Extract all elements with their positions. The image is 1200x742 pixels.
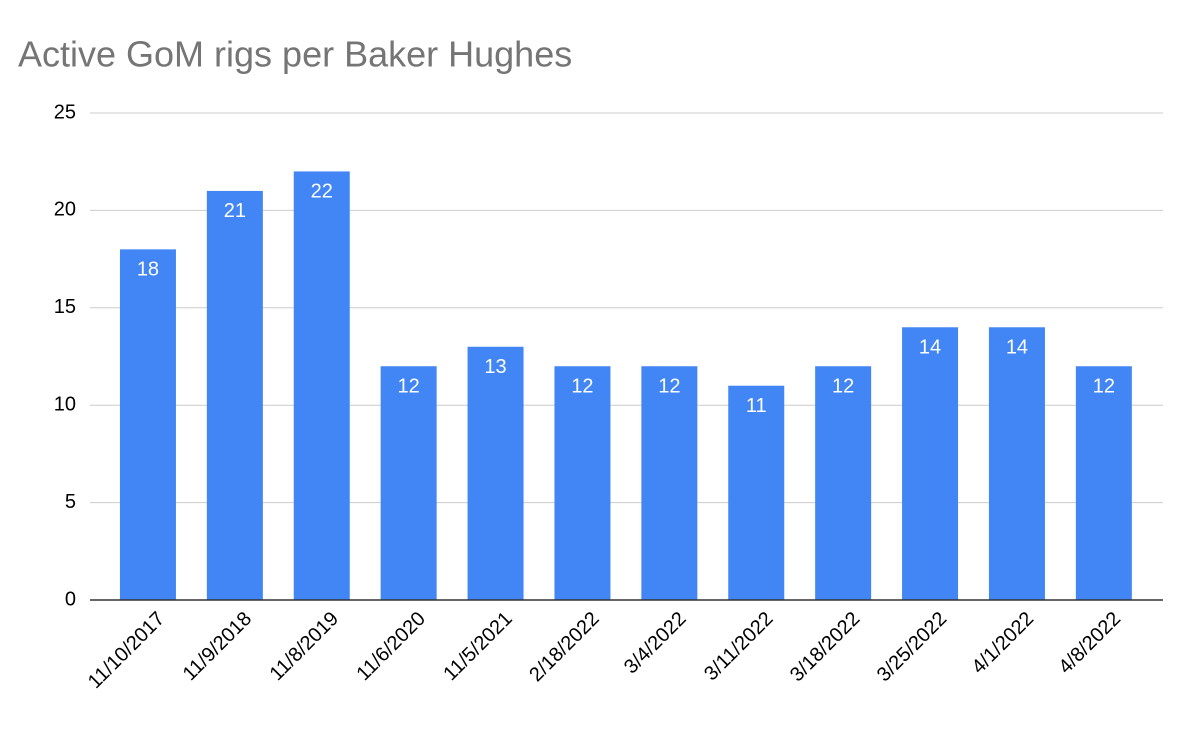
bar bbox=[728, 385, 785, 600]
bar bbox=[467, 346, 524, 600]
bar bbox=[206, 190, 263, 601]
data-label: 14 bbox=[1006, 337, 1028, 359]
data-label: 18 bbox=[137, 259, 159, 281]
data-label: 22 bbox=[311, 181, 333, 203]
data-label: 14 bbox=[919, 337, 941, 359]
bar bbox=[902, 327, 959, 600]
y-tick-label: 15 bbox=[54, 296, 76, 318]
y-tick-label: 0 bbox=[65, 588, 76, 610]
data-label: 21 bbox=[224, 200, 246, 222]
data-label: 13 bbox=[484, 356, 506, 378]
data-label: 11 bbox=[746, 395, 767, 417]
bar bbox=[1075, 366, 1132, 600]
bar bbox=[293, 171, 350, 600]
y-tick-label: 5 bbox=[65, 491, 76, 513]
data-label: 12 bbox=[571, 376, 593, 398]
bar bbox=[119, 249, 176, 601]
y-tick-label: 20 bbox=[54, 199, 76, 221]
y-tick-label: 10 bbox=[54, 393, 76, 415]
chart-title: Active GoM rigs per Baker Hughes bbox=[18, 34, 572, 75]
data-label: 12 bbox=[398, 376, 420, 398]
bar bbox=[815, 366, 872, 600]
bar bbox=[988, 327, 1045, 600]
bar bbox=[554, 366, 611, 600]
bar bbox=[641, 366, 698, 600]
bar bbox=[380, 366, 437, 600]
data-label: 12 bbox=[832, 376, 854, 398]
data-label: 12 bbox=[658, 376, 680, 398]
y-tick-label: 25 bbox=[54, 101, 76, 123]
data-label: 12 bbox=[1093, 376, 1115, 398]
